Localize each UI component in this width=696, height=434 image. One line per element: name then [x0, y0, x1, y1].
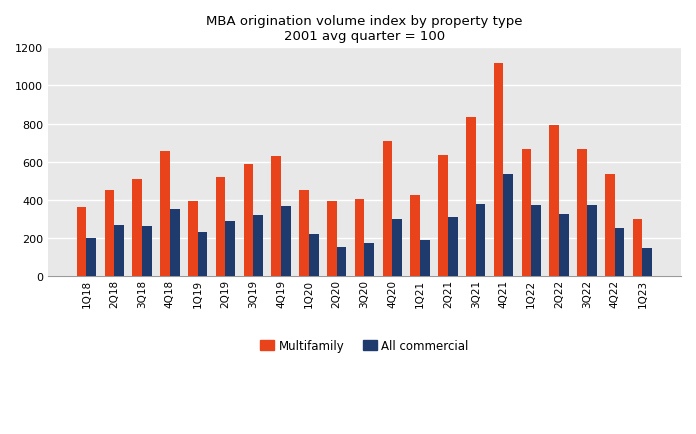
Bar: [475, 205, 485, 276]
Bar: [244, 164, 253, 276]
Bar: [549, 126, 559, 276]
Bar: [114, 226, 124, 276]
Bar: [521, 150, 531, 276]
Bar: [299, 191, 309, 276]
Bar: [365, 244, 374, 276]
Bar: [438, 155, 448, 276]
Bar: [281, 207, 291, 276]
Bar: [198, 233, 207, 276]
Bar: [188, 201, 198, 276]
Bar: [577, 150, 587, 276]
Bar: [253, 215, 263, 276]
Bar: [493, 63, 503, 276]
Bar: [633, 219, 642, 276]
Bar: [503, 174, 513, 276]
Bar: [531, 206, 541, 276]
Bar: [104, 191, 114, 276]
Bar: [160, 152, 170, 276]
Bar: [642, 249, 652, 276]
Legend: Multifamily, All commercial: Multifamily, All commercial: [255, 335, 473, 357]
Bar: [226, 221, 235, 276]
Bar: [605, 174, 615, 276]
Bar: [615, 229, 624, 276]
Bar: [132, 179, 142, 276]
Bar: [466, 118, 475, 276]
Bar: [271, 157, 281, 276]
Bar: [420, 240, 430, 276]
Bar: [559, 214, 569, 276]
Bar: [337, 248, 347, 276]
Bar: [587, 206, 596, 276]
Bar: [327, 201, 337, 276]
Bar: [77, 208, 86, 276]
Bar: [142, 227, 152, 276]
Bar: [448, 217, 458, 276]
Bar: [411, 195, 420, 276]
Bar: [216, 178, 226, 276]
Bar: [393, 219, 402, 276]
Bar: [86, 238, 96, 276]
Bar: [309, 234, 319, 276]
Title: MBA origination volume index by property type
2001 avg quarter = 100: MBA origination volume index by property…: [206, 15, 523, 43]
Bar: [355, 199, 365, 276]
Bar: [170, 210, 180, 276]
Bar: [383, 141, 393, 276]
